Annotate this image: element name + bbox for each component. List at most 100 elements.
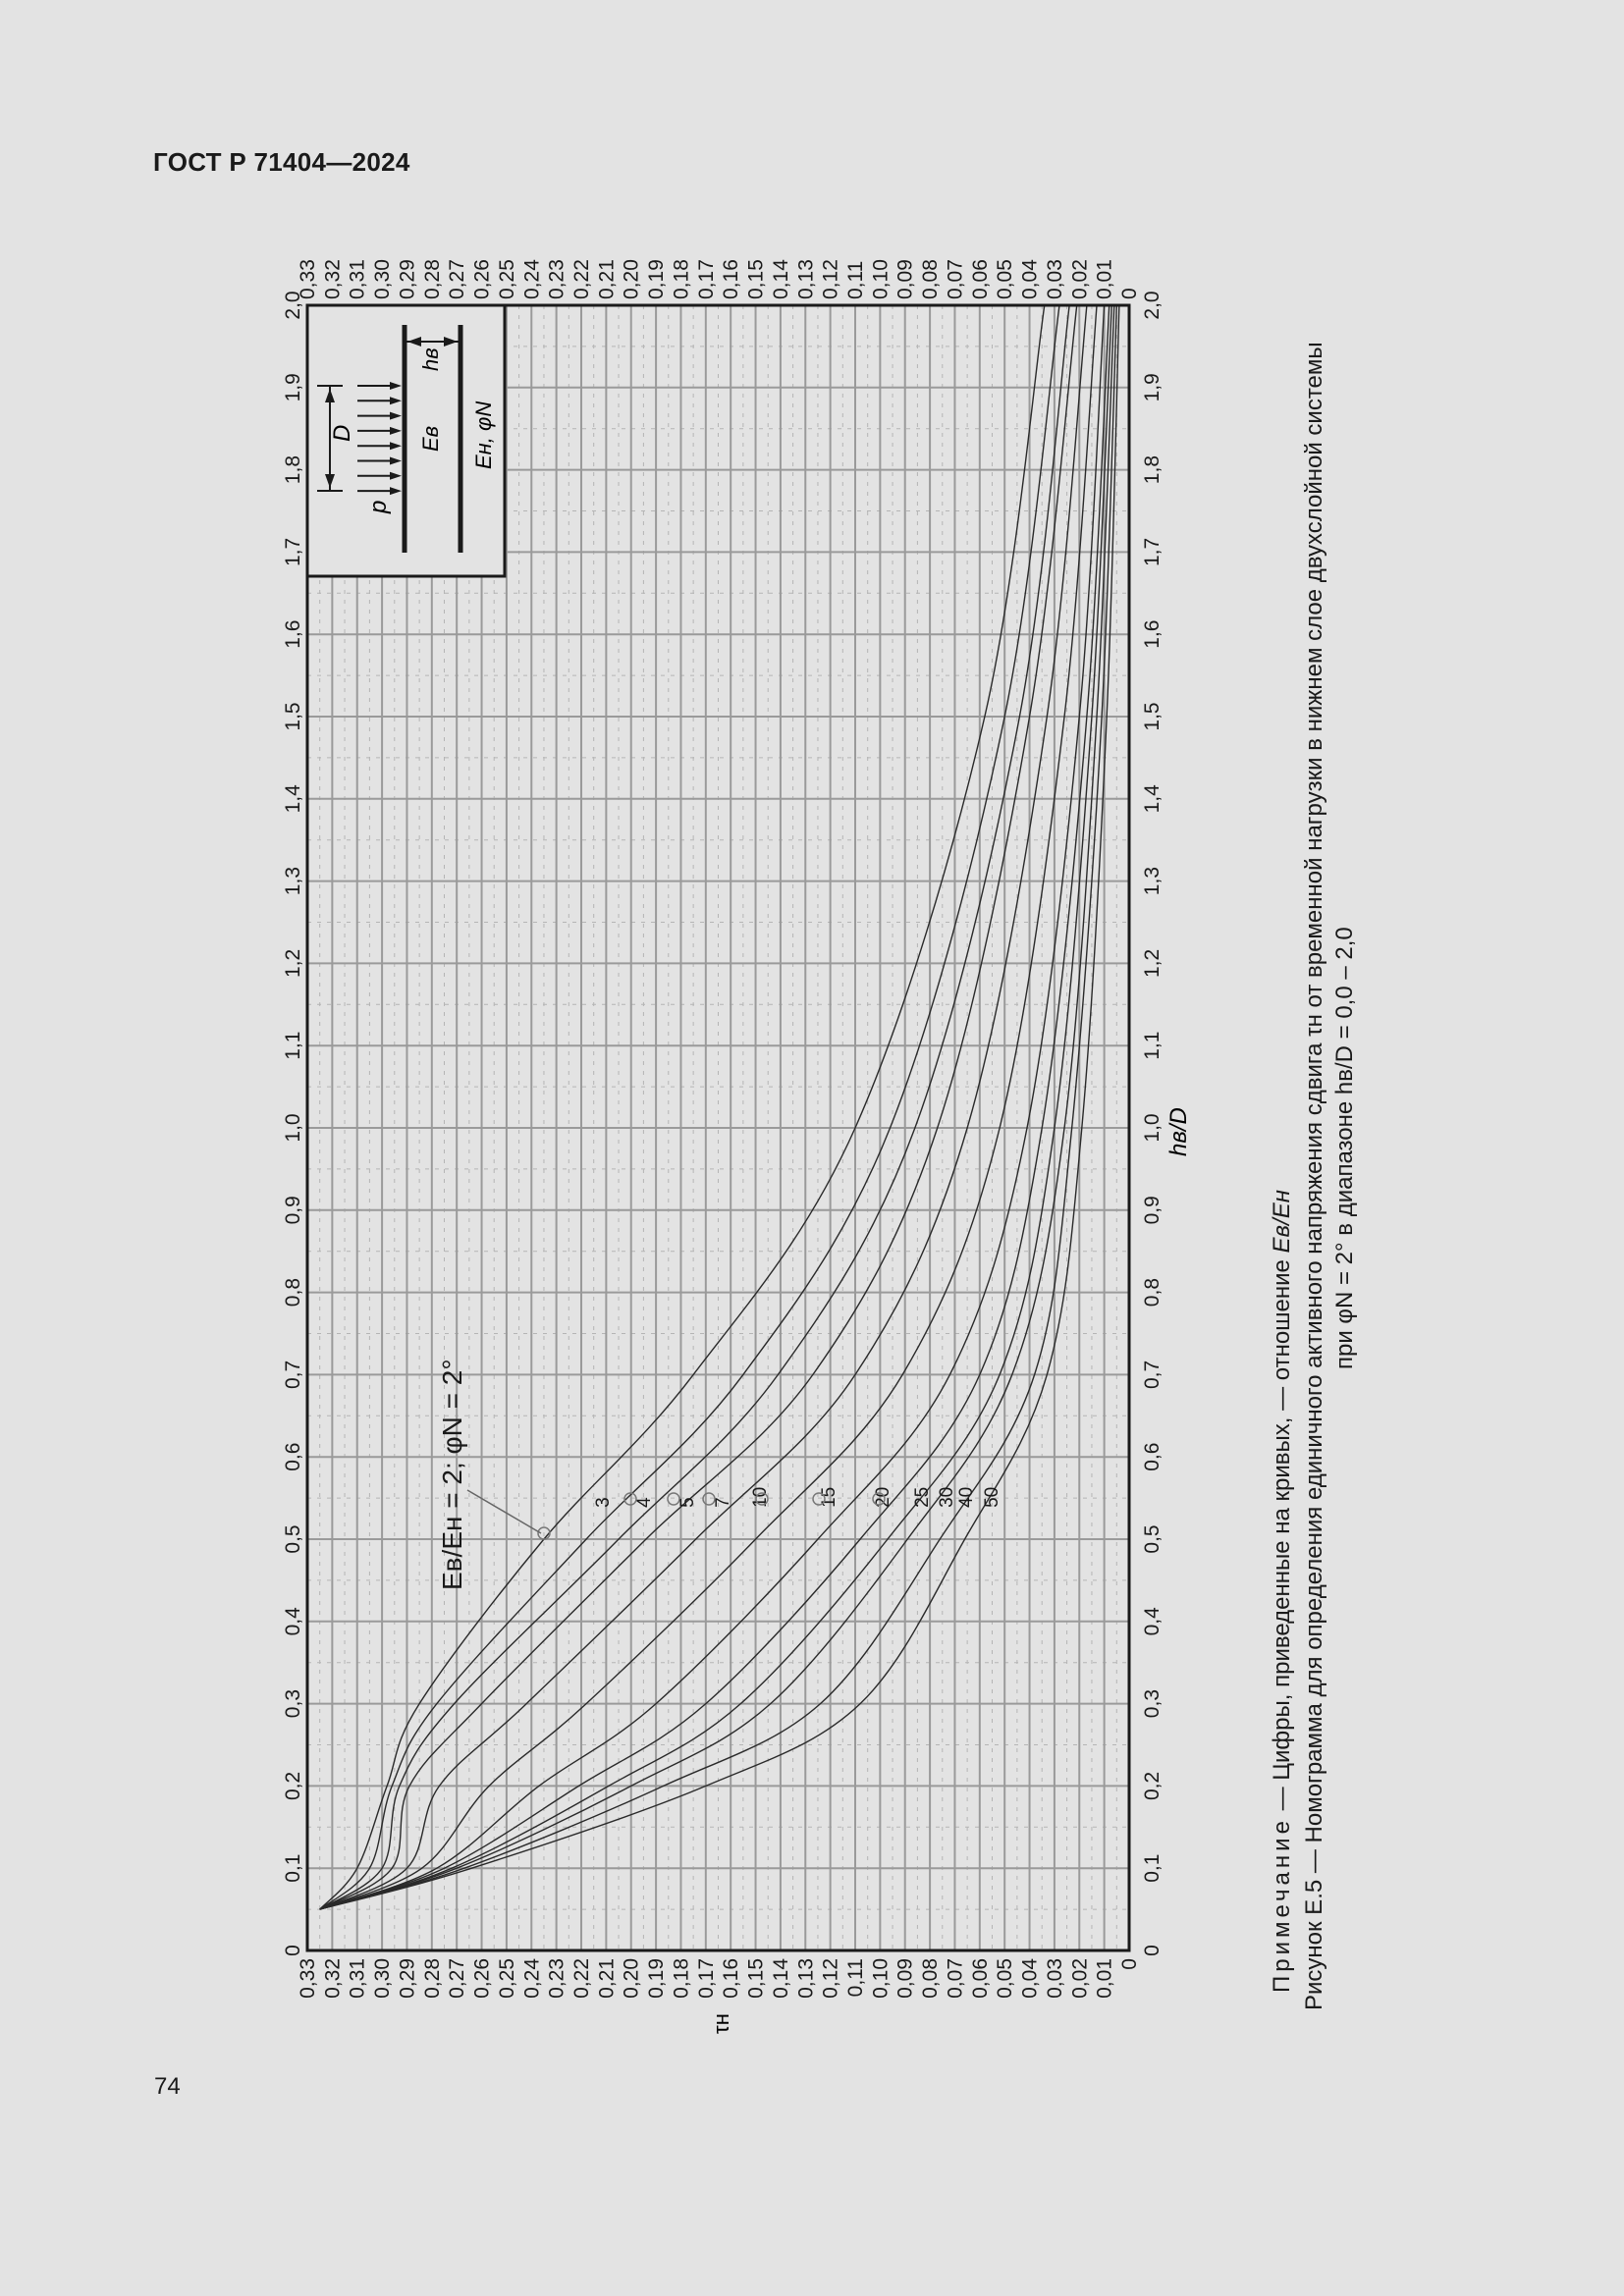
x-tick-right: 0,2 bbox=[1141, 1772, 1164, 1800]
y-tick-bottom: 0,32 bbox=[321, 1958, 344, 1999]
y-tick-top: 0,16 bbox=[720, 259, 742, 299]
x-axis-title: hв/D bbox=[1165, 1107, 1192, 1156]
curve-30 bbox=[319, 304, 1115, 1910]
curve-15 bbox=[319, 304, 1106, 1910]
y-tick-bottom: 0,16 bbox=[720, 1958, 742, 1999]
x-tick-right: 0,4 bbox=[1141, 1607, 1164, 1636]
inset-label-D: D bbox=[329, 425, 355, 442]
x-tick-left: 0,4 bbox=[282, 1607, 304, 1636]
curve-label-30: 30 bbox=[937, 1487, 957, 1508]
curve-2 bbox=[319, 304, 1046, 1910]
y-tick-top: 0,25 bbox=[496, 259, 518, 299]
x-tick-right: 1,7 bbox=[1141, 538, 1164, 566]
note-ratio: Eв/Eн bbox=[1269, 1190, 1295, 1254]
x-tick-left: 1,4 bbox=[282, 784, 304, 814]
curve-marker-icon bbox=[537, 1526, 551, 1540]
curve-label-50: 50 bbox=[982, 1487, 1002, 1508]
y-tick-bottom: 0 bbox=[1118, 1958, 1141, 1970]
x-tick-left: 1,8 bbox=[282, 455, 304, 484]
x-tick-right: 1,1 bbox=[1141, 1032, 1164, 1060]
x-tick-right: 1,3 bbox=[1141, 867, 1164, 895]
x-tick-left: 0 bbox=[282, 1945, 304, 1956]
inset-label-p: p bbox=[365, 501, 392, 514]
x-tick-left: 0,6 bbox=[282, 1443, 304, 1471]
curve-40 bbox=[319, 304, 1118, 1910]
x-tick-right: 0,7 bbox=[1141, 1361, 1164, 1389]
curve-label-3: 3 bbox=[593, 1497, 614, 1508]
curve-label-4: 4 bbox=[634, 1497, 655, 1508]
x-tick-right: 1,6 bbox=[1141, 620, 1164, 649]
note-label: Примечание bbox=[1269, 1817, 1295, 1993]
y-tick-top: 0,18 bbox=[670, 259, 692, 299]
tick-labels: 0 00,1 0,10,2 0,20,3 0,30,4 0,40,5 0,50,6 0,60,… bbox=[282, 259, 1164, 1999]
y-tick-top: 0,26 bbox=[471, 259, 494, 299]
y-tick-top: 0,19 bbox=[645, 259, 668, 299]
y-tick-top: 0,32 bbox=[321, 259, 344, 299]
x-tick-left: 1,7 bbox=[282, 538, 304, 566]
x-tick-left: 0,1 bbox=[282, 1854, 304, 1883]
y-tick-top: 0,08 bbox=[919, 259, 942, 299]
y-tick-bottom: 0,29 bbox=[396, 1958, 418, 1999]
y-tick-bottom: 0,12 bbox=[820, 1958, 842, 1999]
y-tick-bottom: 0,17 bbox=[695, 1958, 718, 1999]
x-tick-left: 1,3 bbox=[282, 867, 304, 895]
curve-marker-icon bbox=[812, 1492, 826, 1506]
curve-label-25: 25 bbox=[912, 1487, 933, 1508]
y-tick-top: 0,12 bbox=[820, 259, 842, 299]
curve-50 bbox=[319, 304, 1120, 1910]
inset-label-h: hв bbox=[418, 347, 443, 371]
x-tick-right: 0,6 bbox=[1141, 1443, 1164, 1471]
plot-frame bbox=[305, 303, 1131, 1952]
y-tick-top: 0,02 bbox=[1068, 259, 1091, 299]
x-tick-right: 0 bbox=[1141, 1945, 1164, 1956]
y-tick-top: 0,11 bbox=[844, 261, 867, 299]
y-tick-top: 0,24 bbox=[520, 259, 543, 299]
y-tick-bottom: 0,23 bbox=[546, 1958, 568, 1999]
y-tick-top: 0,17 bbox=[695, 259, 718, 299]
y-tick-bottom: 0,05 bbox=[994, 1958, 1016, 1999]
y-tick-bottom: 0,31 bbox=[347, 1958, 369, 1999]
curve-3 bbox=[319, 304, 1060, 1910]
curve-7 bbox=[319, 304, 1088, 1910]
curve-label-7: 7 bbox=[713, 1497, 733, 1508]
x-tick-left: 0,2 bbox=[282, 1772, 304, 1800]
y-tick-top: 0,20 bbox=[621, 259, 643, 299]
curve-label-40: 40 bbox=[956, 1487, 977, 1508]
y-tick-bottom: 0,02 bbox=[1068, 1958, 1091, 1999]
y-tick-bottom: 0,21 bbox=[595, 1958, 618, 1999]
curve-marker-icon bbox=[702, 1492, 716, 1506]
y-tick-top: 0,10 bbox=[869, 259, 892, 299]
curve-series bbox=[319, 304, 1120, 1910]
curve-4 bbox=[319, 304, 1070, 1910]
inset-label-lower-modulus: Eн, φN bbox=[471, 401, 496, 469]
x-tick-right: 1,2 bbox=[1141, 949, 1164, 978]
y-tick-top: 0,04 bbox=[1019, 259, 1042, 299]
y-tick-bottom: 0,33 bbox=[297, 1958, 319, 1999]
y-tick-top: 0,15 bbox=[745, 259, 768, 299]
x-tick-left: 0,5 bbox=[282, 1524, 304, 1553]
y-tick-bottom: 0,03 bbox=[1044, 1958, 1066, 1999]
curve-marker-icon bbox=[872, 1492, 886, 1506]
figure-caption-line2: при φN = 2° в диапазоне hв/D = 0,0 – 2,0 bbox=[1331, 927, 1358, 1369]
y-tick-bottom: 0,28 bbox=[421, 1958, 444, 1999]
x-tick-left: 1,5 bbox=[282, 702, 304, 730]
x-tick-right: 2,0 bbox=[1141, 291, 1164, 319]
y-tick-bottom: 0,01 bbox=[1094, 1958, 1116, 1999]
curve-20 bbox=[319, 304, 1110, 1910]
curve-label-5: 5 bbox=[677, 1497, 698, 1508]
x-tick-left: 1,0 bbox=[282, 1113, 304, 1142]
y-axis-title: τн bbox=[709, 2013, 733, 2034]
x-tick-left: 0,9 bbox=[282, 1196, 304, 1224]
y-tick-top: 0,29 bbox=[396, 259, 418, 299]
y-tick-top: 0,13 bbox=[794, 259, 817, 299]
y-tick-top: 0,30 bbox=[371, 259, 394, 299]
y-tick-bottom: 0,04 bbox=[1019, 1958, 1042, 1999]
y-tick-top: 0,22 bbox=[570, 259, 593, 299]
y-tick-bottom: 0,19 bbox=[645, 1958, 668, 1999]
y-tick-bottom: 0,27 bbox=[446, 1958, 468, 1999]
x-tick-left: 1,6 bbox=[282, 620, 304, 649]
y-tick-bottom: 0,18 bbox=[670, 1958, 692, 1999]
x-tick-right: 1,4 bbox=[1141, 784, 1164, 814]
y-tick-top: 0,06 bbox=[969, 259, 992, 299]
